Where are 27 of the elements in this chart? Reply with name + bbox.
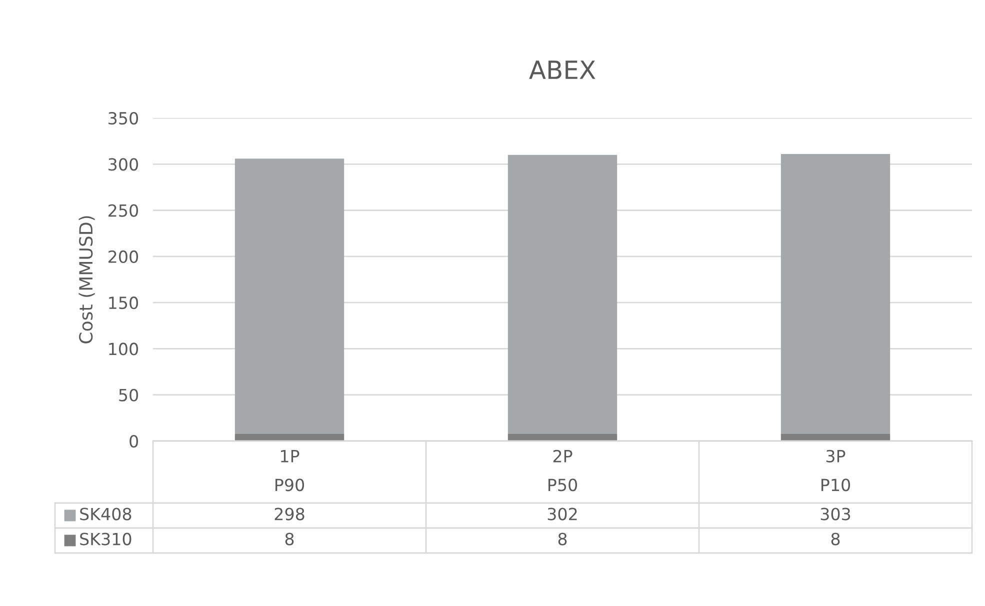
y-tick-label: 200 <box>108 250 138 263</box>
data-label: 303 <box>820 508 850 520</box>
data-label: 8 <box>831 532 840 546</box>
x-tick-label: 2P P50 <box>548 450 578 492</box>
data-label: 8 <box>558 532 567 546</box>
data-label: 302 <box>548 508 577 520</box>
y-tick-label: 150 <box>109 296 138 310</box>
chart-title: ABEX <box>529 60 596 79</box>
bar <box>234 434 344 441</box>
y-tick-label: 350 <box>108 112 138 125</box>
legend-label: SK310 <box>80 532 132 546</box>
bar <box>508 154 618 434</box>
y-axis-title: Cost (MMUSD) <box>78 216 95 344</box>
bar <box>508 434 618 441</box>
x-tick-label: 3P P10 <box>822 450 850 492</box>
bar <box>780 434 890 441</box>
y-tick-label: 100 <box>109 342 138 356</box>
y-tick-label: 300 <box>108 158 138 171</box>
data-label: 298 <box>274 508 304 520</box>
data-label: 8 <box>285 532 294 546</box>
y-tick-label: 0 <box>130 434 138 448</box>
x-tick-label: 1P P90 <box>276 450 304 492</box>
legend-label: SK408 <box>80 508 132 520</box>
y-tick-label: 50 <box>119 388 138 402</box>
bar <box>234 158 344 434</box>
bar <box>780 154 890 434</box>
y-tick-label: 250 <box>108 204 138 217</box>
